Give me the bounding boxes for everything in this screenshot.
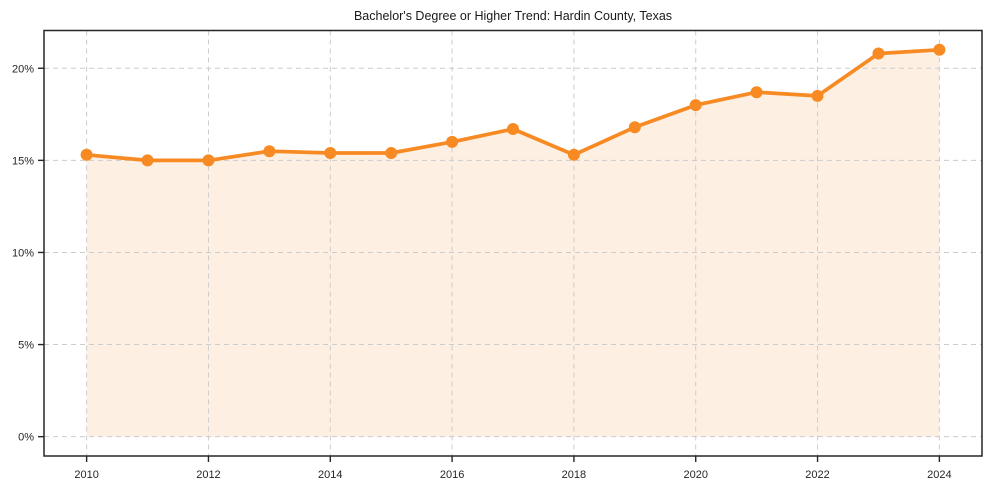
data-point-2024: [933, 43, 946, 56]
area-fill: [86, 49, 940, 437]
data-point-2020: [689, 99, 702, 112]
y-tick-label-5%: 5%: [18, 340, 34, 352]
y-tick-label-0%: 0%: [18, 432, 34, 444]
data-point-2016: [446, 135, 459, 148]
data-point-2023: [872, 47, 885, 60]
data-point-2011: [141, 154, 154, 167]
x-axis-tick-labels: 2010 2012 2014 2016 2018 2020 2022 2024: [74, 469, 951, 481]
x-tick-label-2024: 2024: [927, 469, 951, 481]
data-point-2022: [811, 89, 824, 102]
x-tick-label-2014: 2014: [318, 469, 342, 481]
y-tick-label-20%: 20%: [12, 63, 34, 75]
chart-title: Bachelor's Degree or Higher Trend: Hardi…: [354, 9, 672, 23]
plot-border: [43, 29, 983, 457]
data-point-2012: [202, 154, 215, 167]
area-fill-path: [86, 49, 940, 437]
x-tick-label-2022: 2022: [805, 469, 829, 481]
x-tick-label-2010: 2010: [74, 469, 98, 481]
data-point-2015: [385, 147, 398, 159]
data-point-2017: [507, 123, 519, 135]
x-tick-label-2016: 2016: [440, 469, 464, 481]
y-tick-label-15%: 15%: [12, 155, 34, 167]
data-point-2019: [628, 121, 641, 134]
data-point-2018: [567, 148, 580, 161]
x-tick-label-2020: 2020: [683, 469, 707, 481]
x-tick-label-2018: 2018: [562, 469, 586, 481]
data-point-2021: [750, 86, 763, 99]
data-point-2013: [263, 145, 276, 158]
data-point-2014: [324, 147, 337, 159]
data-point-markers: [80, 43, 946, 167]
y-axis-tick-labels: 0% 5% 10% 15% 20%: [12, 63, 34, 443]
y-tick-label-10%: 10%: [12, 247, 34, 259]
x-tick-label-2012: 2012: [196, 469, 220, 481]
data-point-2010: [80, 148, 93, 161]
axis-tick-marks: [38, 67, 941, 462]
